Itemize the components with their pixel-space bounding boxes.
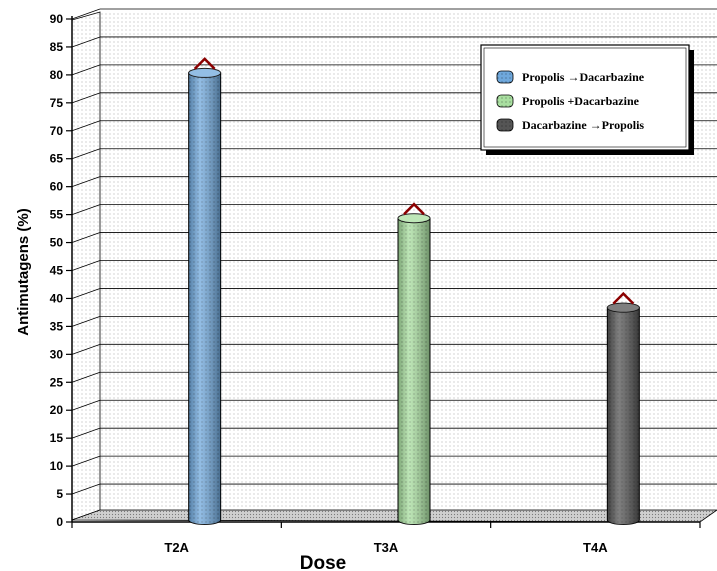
gridline-side bbox=[71, 399, 101, 411]
gridline-side bbox=[71, 371, 101, 383]
x-tick-label: T3A bbox=[374, 540, 399, 555]
gridline-side bbox=[71, 483, 101, 495]
y-tick-label: 10 bbox=[50, 459, 64, 473]
bars bbox=[188, 57, 640, 525]
gridline-side bbox=[71, 148, 101, 160]
legend-entry: Propolis →Dacarbazine bbox=[496, 70, 645, 84]
gridline-side bbox=[71, 64, 101, 76]
y-tick-label: 60 bbox=[50, 180, 64, 194]
gridline-side bbox=[71, 176, 101, 188]
gridline-side bbox=[71, 232, 101, 243]
legend-box bbox=[480, 44, 690, 151]
gridline-side bbox=[71, 36, 101, 48]
y-tick-label: 0 bbox=[56, 515, 63, 529]
legend-inner-border bbox=[483, 47, 687, 148]
y-tick-label: 90 bbox=[50, 12, 64, 26]
y-tick-label: 15 bbox=[50, 431, 64, 445]
gridline-side bbox=[71, 288, 101, 299]
gridline-side bbox=[71, 316, 101, 327]
gridline-side bbox=[71, 8, 101, 20]
x-tick-label: T2A bbox=[164, 540, 189, 555]
y-tick-label: 50 bbox=[50, 236, 64, 250]
x-axis-title: Dose bbox=[300, 553, 346, 571]
y-tick-label: 40 bbox=[50, 291, 64, 305]
y-tick-label: 20 bbox=[50, 403, 64, 417]
bar bbox=[397, 213, 431, 525]
gridline-side bbox=[71, 427, 101, 439]
legend-label: Dacarbazine →Propolis bbox=[522, 118, 644, 132]
y-tick-label: 65 bbox=[50, 152, 64, 166]
significance-marker bbox=[612, 291, 635, 305]
side-wall bbox=[71, 11, 101, 521]
y-tick-label: 75 bbox=[50, 96, 64, 110]
legend-entry: Dacarbazine →Propolis bbox=[496, 118, 644, 132]
legend-label: Propolis →Dacarbazine bbox=[522, 70, 645, 84]
gridline-side bbox=[71, 204, 101, 215]
y-tick-label: 70 bbox=[50, 124, 64, 138]
bar bbox=[606, 302, 640, 525]
bar bbox=[188, 67, 222, 525]
x-axis-labels: T2A T3A T4A bbox=[71, 522, 701, 555]
y-tick-label: 30 bbox=[50, 347, 64, 361]
significance-marker bbox=[403, 202, 425, 216]
legend-entry: Propolis +Dacarbazine bbox=[496, 94, 640, 108]
y-tick-label: 45 bbox=[50, 264, 64, 278]
x-tick-label: T4A bbox=[583, 540, 608, 555]
y-tick-label: 80 bbox=[50, 68, 64, 82]
legend-label: Propolis +Dacarbazine bbox=[522, 94, 640, 108]
y-tick-label: 85 bbox=[50, 40, 64, 54]
gridline-side bbox=[71, 92, 101, 104]
y-axis-ticks: 0 5 10 15 20 25 30 35 40 45 50 55 60 65 70 75 80 85 90 bbox=[50, 12, 72, 529]
y-axis-title: Antimutagens (%) bbox=[15, 208, 32, 336]
gridline-side bbox=[71, 260, 101, 271]
y-tick-label: 35 bbox=[50, 319, 64, 333]
legend: Propolis →Dacarbazine Propolis +Dacarbazi… bbox=[480, 44, 694, 155]
y-tick-label: 55 bbox=[50, 208, 64, 222]
gridline-side bbox=[71, 343, 101, 355]
significance-marker bbox=[193, 57, 216, 70]
y-tick-label: 5 bbox=[56, 487, 63, 501]
gridline-side bbox=[71, 120, 101, 132]
y-tick-label: 25 bbox=[50, 375, 64, 389]
gridline-side bbox=[71, 455, 101, 467]
